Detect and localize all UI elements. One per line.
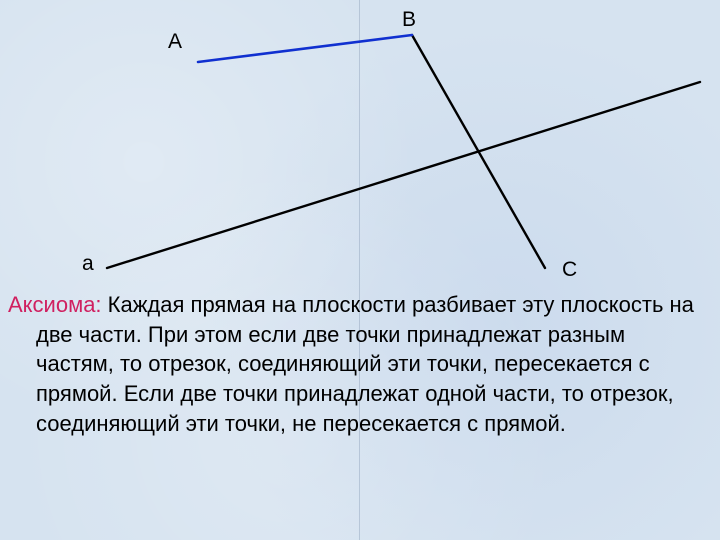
label-C: C [562,258,577,282]
axiom-title: Аксиома: [8,292,102,317]
segment-bc [412,35,545,268]
axiom-text-block: Аксиома: Каждая прямая на плоскости разб… [8,290,708,438]
axiom-body: Каждая прямая на плоскости разбивает эту… [36,292,694,436]
line-a [107,82,700,268]
segment-ab [198,35,412,62]
geometry-diagram [0,0,720,290]
label-a: a [82,252,94,276]
label-B: B [402,8,416,32]
label-A: A [168,30,182,54]
